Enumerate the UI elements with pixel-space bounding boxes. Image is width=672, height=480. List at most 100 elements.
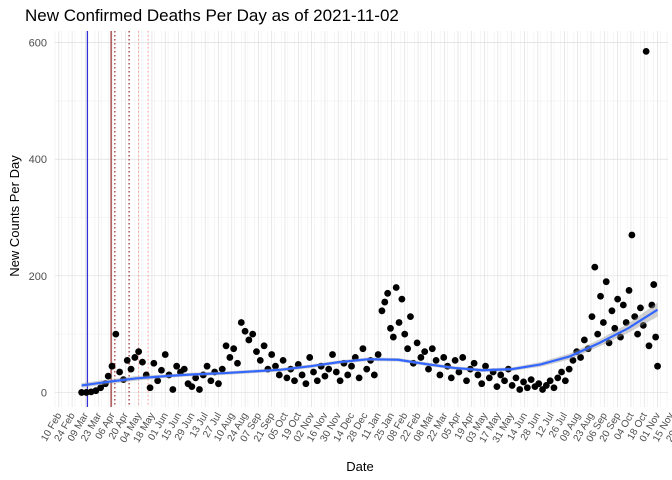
data-point (131, 354, 139, 361)
data-point (617, 333, 624, 341)
data-point (631, 313, 639, 321)
data-point (97, 384, 105, 392)
data-point (421, 348, 429, 356)
data-point (417, 354, 425, 361)
data-point (104, 372, 112, 380)
data-point (512, 374, 520, 382)
data-point (332, 368, 340, 376)
y-axis-label: New Counts Per Day (7, 155, 22, 277)
data-point (321, 372, 329, 380)
data-point (381, 298, 389, 306)
data-point (645, 342, 653, 350)
data-point (447, 374, 455, 382)
data-point (218, 365, 226, 373)
data-point (463, 377, 470, 385)
data-point (139, 358, 146, 366)
data-point (628, 231, 636, 239)
y-tick-label: 200 (29, 271, 47, 283)
data-point (652, 333, 660, 341)
data-point (344, 371, 352, 379)
data-point (226, 354, 234, 361)
data-point (637, 304, 644, 312)
data-point (392, 284, 400, 291)
data-point (436, 371, 444, 379)
data-point (336, 377, 344, 385)
data-point (245, 336, 253, 344)
data-point (474, 371, 482, 379)
data-point (455, 368, 463, 376)
reference-lines (86, 31, 149, 407)
data-point (374, 351, 382, 358)
data-point (520, 378, 527, 386)
data-point (370, 371, 378, 379)
data-point (161, 351, 169, 358)
data-point (116, 368, 124, 376)
data-point (253, 348, 260, 356)
data-point (597, 292, 604, 300)
data-point (192, 374, 200, 382)
data-point (432, 356, 440, 364)
data-point (404, 345, 411, 353)
data-point (407, 313, 414, 321)
data-point (611, 324, 619, 332)
data-point (654, 362, 661, 370)
data-point (310, 368, 317, 376)
data-point (158, 366, 165, 374)
data-point (648, 301, 656, 309)
data-point (478, 380, 486, 388)
data-point (123, 356, 131, 364)
data-point (425, 365, 432, 373)
y-tick-label: 400 (29, 154, 47, 166)
grid (54, 31, 668, 407)
data-point (150, 359, 158, 367)
data-point (642, 48, 650, 55)
data-point (588, 313, 596, 321)
data-point (516, 386, 524, 393)
data-point (215, 380, 222, 388)
data-point (554, 374, 562, 382)
data-point (546, 377, 554, 385)
data-point (196, 386, 203, 393)
data-point (112, 330, 120, 338)
data-point (260, 342, 268, 350)
data-point (146, 384, 154, 392)
data-point (279, 356, 287, 364)
data-point (173, 362, 181, 370)
data-point (401, 330, 409, 338)
data-point (306, 354, 314, 361)
data-points (78, 48, 661, 396)
data-point (108, 362, 116, 370)
data-point (325, 365, 333, 373)
y-tick-label: 0 (41, 387, 47, 399)
data-point (577, 354, 584, 361)
data-point (256, 356, 264, 364)
y-axis-ticks: 0 200 400 600 (29, 38, 47, 400)
data-point (355, 374, 363, 382)
data-point (591, 263, 599, 271)
data-point (485, 374, 493, 382)
data-point (298, 371, 306, 379)
chart-title: New Confirmed Deaths Per Day as of 2021-… (25, 6, 399, 25)
data-point (272, 362, 279, 370)
data-point (237, 319, 245, 326)
data-point (428, 345, 436, 353)
data-point (230, 345, 238, 353)
data-point (602, 278, 610, 286)
data-point (634, 330, 641, 338)
data-point (313, 377, 321, 385)
data-point (527, 376, 535, 384)
data-point (650, 281, 658, 288)
data-point (497, 371, 505, 379)
data-point (241, 327, 249, 335)
data-point (535, 380, 543, 388)
data-point (291, 377, 298, 385)
data-point (523, 384, 531, 392)
data-point (188, 383, 196, 390)
data-point (389, 333, 397, 341)
data-point (395, 319, 403, 326)
data-point (542, 382, 550, 389)
data-point (451, 356, 459, 364)
data-point (387, 324, 394, 332)
data-point (275, 371, 283, 379)
